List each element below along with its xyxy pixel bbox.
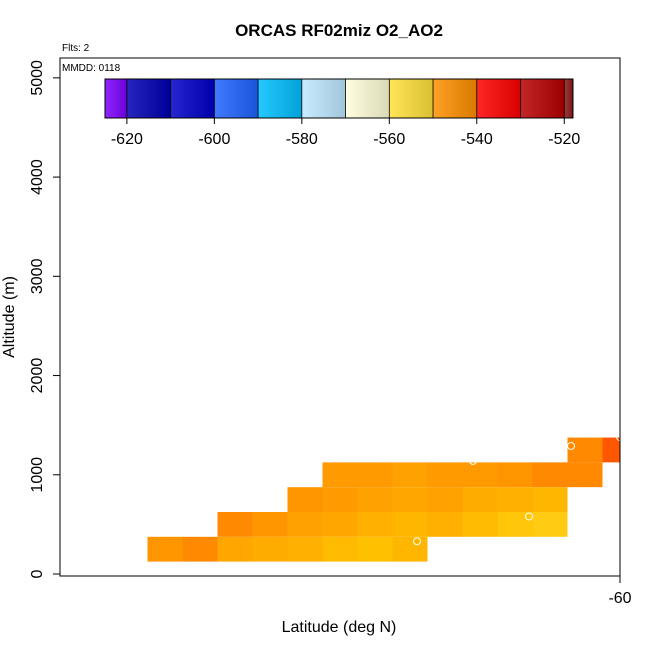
heatmap-cell — [357, 462, 393, 488]
observation-point — [189, 525, 197, 534]
heatmap-cell — [602, 437, 620, 463]
x-tick-label: -60 — [608, 590, 631, 607]
observation-point — [357, 449, 365, 458]
colorbar-segment — [564, 79, 573, 118]
y-tick-label: 2000 — [29, 358, 46, 394]
heatmap-cell — [392, 462, 428, 488]
heatmap-cell — [497, 462, 533, 488]
heatmap-cell — [357, 511, 393, 537]
y-tick-label: 1000 — [29, 457, 46, 493]
heatmap-cell — [532, 511, 568, 537]
y-axis-label: Altitude (m) — [1, 276, 18, 358]
colorbar-segment — [105, 79, 127, 118]
heatmap-cell — [322, 487, 358, 512]
heatmap-cell — [252, 536, 288, 562]
heatmap-cell — [287, 511, 323, 537]
colorbar-tick-label: -580 — [286, 131, 318, 148]
y-tick-label: 3000 — [29, 258, 46, 294]
observation-point — [525, 512, 533, 521]
heatmap-cell — [427, 487, 463, 512]
heatmap-cell — [567, 462, 603, 488]
colorbar-segment — [345, 79, 390, 118]
colorbar-segment — [170, 79, 215, 118]
y-tick-label: 4000 — [29, 159, 46, 195]
heatmap-cell — [532, 462, 568, 488]
heatmap-cell — [357, 487, 393, 512]
heatmap-cell — [532, 487, 568, 512]
colorbar-segment — [258, 79, 302, 118]
y-axis: 0 1000 2000 3000 4000 5000 — [29, 60, 60, 578]
heatmap-cell — [392, 487, 428, 512]
colorbar-tick-label: -600 — [198, 131, 230, 148]
observation-point — [567, 442, 575, 451]
heatmap-cell — [217, 536, 253, 562]
colorbar-segment — [301, 79, 346, 118]
heatmap-cell — [287, 487, 323, 512]
colorbar-segment — [520, 79, 565, 118]
heatmap-cell — [392, 536, 428, 562]
colorbar-segment — [214, 79, 259, 118]
colorbar-frame — [104, 78, 574, 119]
colorbar-segment — [389, 79, 434, 118]
colorbar-tick-label: -620 — [111, 131, 143, 148]
heatmap-cell — [287, 536, 323, 562]
y-tick-label: 5000 — [29, 60, 46, 96]
heatmap-cell — [462, 487, 498, 512]
x-axis: -60 — [608, 576, 632, 607]
heatmap-cell — [357, 536, 393, 562]
observation-point — [469, 456, 477, 465]
colorbar-segment — [476, 79, 521, 118]
observation-point — [413, 537, 421, 546]
heatmap-cell — [322, 462, 358, 488]
heatmap-cells — [147, 437, 620, 562]
heatmap-cell — [462, 511, 498, 537]
colorbar-tick-label: -540 — [461, 131, 493, 148]
heatmap-cell — [217, 511, 253, 537]
heatmap-cell — [462, 462, 498, 488]
heatmap-cell — [497, 487, 533, 512]
heatmap-cell — [147, 536, 183, 562]
colorbar-tick-label: -560 — [373, 131, 405, 148]
observation-points — [189, 433, 624, 546]
colorbar-segment — [433, 79, 477, 118]
heatmap-cell — [497, 511, 533, 537]
heatmap-cell — [322, 536, 358, 562]
plot-frame — [59, 57, 621, 577]
heatmap-cell — [567, 437, 603, 463]
heatmap-cell — [427, 511, 463, 537]
heatmap-cell — [252, 511, 288, 537]
chart-title: ORCAS RF02miz O2_AO2 — [235, 21, 443, 40]
heatmap-cell — [392, 511, 428, 537]
colorbar-segment — [126, 79, 171, 118]
colorbar-tick-label: -520 — [548, 131, 580, 148]
colorbar: -620 -600 -580 -560 -540 -520 — [104, 78, 580, 148]
date-note: MMDD: 0118 — [62, 63, 121, 74]
heatmap-cell — [322, 511, 358, 537]
flights-note: Flts: 2 — [62, 43, 90, 54]
heatmap-cell — [427, 462, 463, 488]
x-axis-label: Latitude (deg N) — [282, 619, 397, 636]
y-tick-label: 0 — [29, 569, 46, 578]
heatmap-cell — [182, 536, 218, 562]
